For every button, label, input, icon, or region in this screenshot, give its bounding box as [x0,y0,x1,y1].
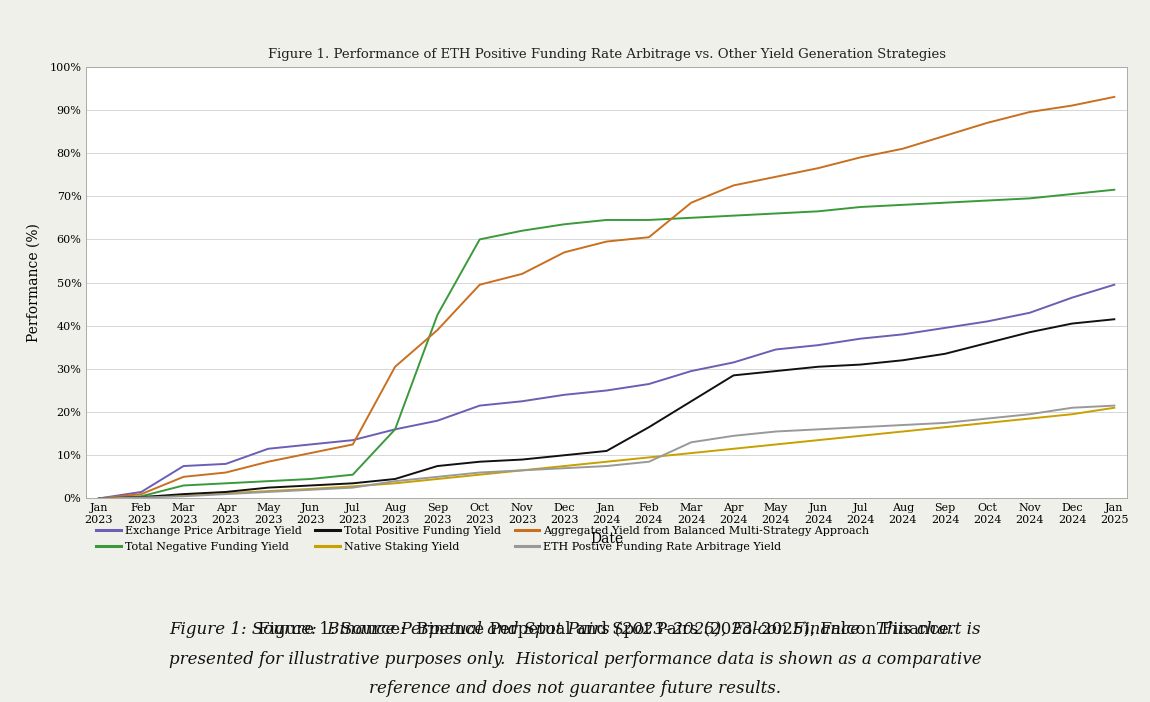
Title: Figure 1. Performance of ETH Positive Funding Rate Arbitrage vs. Other Yield Gen: Figure 1. Performance of ETH Positive Fu… [268,48,945,61]
Text: Figure 1: Source:  Binance Perpetual and Spot Pairs (2023–2025), Falcon Finance.: Figure 1: Source: Binance Perpetual and … [258,621,965,638]
Text: presented for illustrative purposes only.  Historical performance data is shown : presented for illustrative purposes only… [169,651,981,668]
X-axis label: Date: Date [590,532,623,546]
Y-axis label: Performance (%): Performance (%) [28,223,41,342]
Legend: Exchange Price Arbitrage Yield, Total Negative Funding Yield, Total Positive Fun: Exchange Price Arbitrage Yield, Total Ne… [92,522,874,556]
Text: Figure 1: Source:  Binance Perpetual and Spot Pairs (2023–2025), Falcon Finance.: Figure 1: Source: Binance Perpetual and … [169,621,981,638]
Text: reference and does not guarantee future results.: reference and does not guarantee future … [369,680,781,696]
